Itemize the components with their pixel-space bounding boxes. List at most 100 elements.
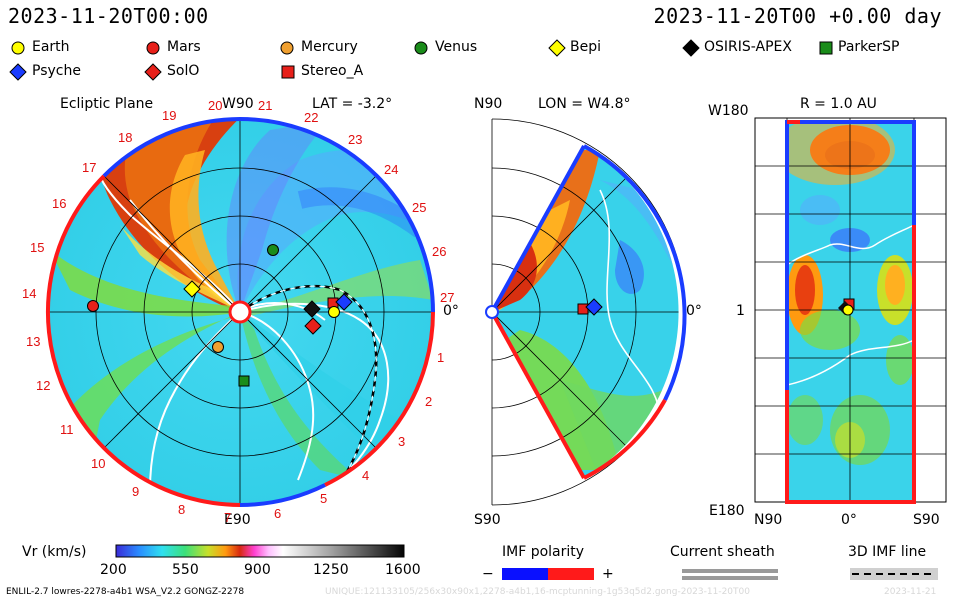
shell-x-label-s90: S90: [913, 512, 940, 528]
day-label-4: 4: [362, 468, 369, 483]
legend-stereo-a-icon: [281, 65, 295, 79]
shell-earth-marker: [842, 304, 854, 316]
legend-label-osiris-apex: OSIRIS-APEX: [704, 39, 792, 55]
legend-mars-icon: [146, 41, 160, 55]
ecliptic-plane-panel: 1 2 3 4 5 6 7 8 9 10 11 12 13 14 15 16 1…: [22, 98, 454, 525]
meridional-lon-label: LON = W4.8°: [538, 96, 631, 112]
shell-x-label-n90: N90: [754, 512, 783, 528]
legend-label-mars: Mars: [167, 39, 201, 55]
imf-polarity-minus: −: [482, 566, 494, 582]
imf-polarity-label: IMF polarity: [502, 544, 585, 560]
parkersp-marker: [238, 375, 250, 387]
day-label-27: 27: [440, 290, 454, 305]
ecliptic-top-label: W90: [222, 96, 254, 112]
legend-label-solo: SolO: [167, 63, 200, 79]
ecliptic-lat-label: LAT = -3.2°: [312, 96, 393, 112]
legend-label-stereo-a: Stereo_A: [301, 63, 364, 79]
ecliptic-right-label: 0°: [443, 303, 459, 319]
colorbar-tick-1600: 1600: [385, 562, 421, 578]
day-label-17: 17: [82, 160, 96, 175]
shell-bottom-left: E180: [709, 503, 745, 519]
colorbar-label: Vr (km/s): [22, 544, 87, 560]
meridional-psyche-marker: [585, 298, 603, 316]
day-label-21: 21: [258, 98, 272, 113]
meridional-panel: [485, 118, 687, 506]
day-label-7: 7: [224, 510, 231, 525]
carrington-day-labels: 1 2 3 4 5 6 7 8 9 10 11 12 13 14 15 16 1…: [22, 98, 454, 525]
legend-parkersp-icon: [819, 41, 833, 55]
day-label-5: 5: [320, 491, 327, 506]
legend-label-psyche: Psyche: [32, 63, 81, 79]
shell-top-left: W180: [708, 103, 749, 119]
day-label-2: 2: [425, 394, 432, 409]
imf-polarity-plus: +: [602, 566, 614, 582]
imf-line-label: 3D IMF line: [848, 544, 927, 560]
datetime-left: 2023-11-20T00:00: [8, 4, 209, 28]
footer-date-faint: 2023-11-21: [884, 587, 937, 597]
day-label-1: 1: [437, 350, 444, 365]
footer-right-faint: UNIQUE:121133105/256x30x90x1,2278-a4b1,1…: [325, 587, 750, 597]
ecliptic-bottom-label: E90: [224, 512, 251, 528]
day-label-19: 19: [162, 108, 176, 123]
mars-marker: [87, 300, 99, 312]
mercury-marker: [212, 341, 224, 353]
legend-label-earth: Earth: [32, 39, 70, 55]
day-label-12: 12: [36, 378, 50, 393]
vr-colorbar: [115, 544, 405, 558]
colorbar-tick-900: 900: [244, 562, 271, 578]
day-label-20: 20: [208, 98, 222, 113]
shell-title: R = 1.0 AU: [800, 96, 877, 112]
ecliptic-objects: [87, 244, 353, 387]
legend-label-mercury: Mercury: [301, 39, 358, 55]
legend-solo-icon: [144, 63, 162, 81]
shell-x-label-0: 0°: [841, 512, 857, 528]
day-label-6: 6: [274, 506, 281, 521]
legend-markers: [9, 39, 833, 81]
meridional-right-label: 0°: [686, 303, 702, 319]
day-label-23: 23: [348, 132, 362, 147]
imf-polarity-positive-swatch: [548, 568, 594, 580]
datetime-right: 2023-11-20T00 +0.00 day: [653, 4, 942, 28]
day-label-22: 22: [304, 110, 318, 125]
legend-label-parkersp: ParkerSP: [838, 39, 900, 55]
day-label-25: 25: [412, 200, 426, 215]
current-sheath-label: Current sheath: [670, 544, 775, 560]
osiris-apex-marker: [303, 300, 321, 318]
legend-osiris-apex-icon: [682, 39, 700, 57]
legend-earth-icon: [11, 41, 25, 55]
psyche-marker: [335, 293, 353, 311]
footer-left: ENLIL-2.7 lowres-2278-a4b1 WSA_V2.2 GONG…: [6, 587, 245, 597]
day-label-3: 3: [398, 434, 405, 449]
earth-marker: [328, 306, 340, 318]
solo-marker: [304, 317, 322, 335]
legend-mercury-icon: [280, 41, 294, 55]
shell-mid-left: 1: [736, 303, 745, 319]
day-label-10: 10: [91, 456, 105, 471]
day-label-18: 18: [118, 130, 132, 145]
legend-label-bepi: Bepi: [570, 39, 601, 55]
current-sheath-swatch-bottom: [682, 576, 778, 580]
meridional-bottom-label: S90: [474, 512, 501, 528]
current-sheath-swatch-top: [682, 569, 778, 573]
shell-panel: [754, 117, 947, 504]
colorbar-tick-550: 550: [172, 562, 199, 578]
day-label-16: 16: [52, 196, 66, 211]
day-label-9: 9: [132, 484, 139, 499]
bepi-marker: [183, 280, 201, 298]
legend-bepi-icon: [548, 39, 566, 57]
day-label-24: 24: [384, 162, 398, 177]
legend-venus-icon: [414, 41, 428, 55]
venus-marker: [267, 244, 279, 256]
day-label-15: 15: [30, 240, 44, 255]
day-label-13: 13: [26, 334, 40, 349]
day-label-14: 14: [22, 286, 36, 301]
day-label-26: 26: [432, 244, 446, 259]
legend-psyche-icon: [9, 63, 27, 81]
meridional-top-label: N90: [474, 96, 503, 112]
imf-polarity-negative-swatch: [502, 568, 548, 580]
ecliptic-title: Ecliptic Plane: [60, 96, 154, 112]
meridional-stereo-a-marker: [577, 303, 589, 315]
colorbar-tick-200: 200: [100, 562, 127, 578]
day-label-11: 11: [60, 422, 74, 437]
